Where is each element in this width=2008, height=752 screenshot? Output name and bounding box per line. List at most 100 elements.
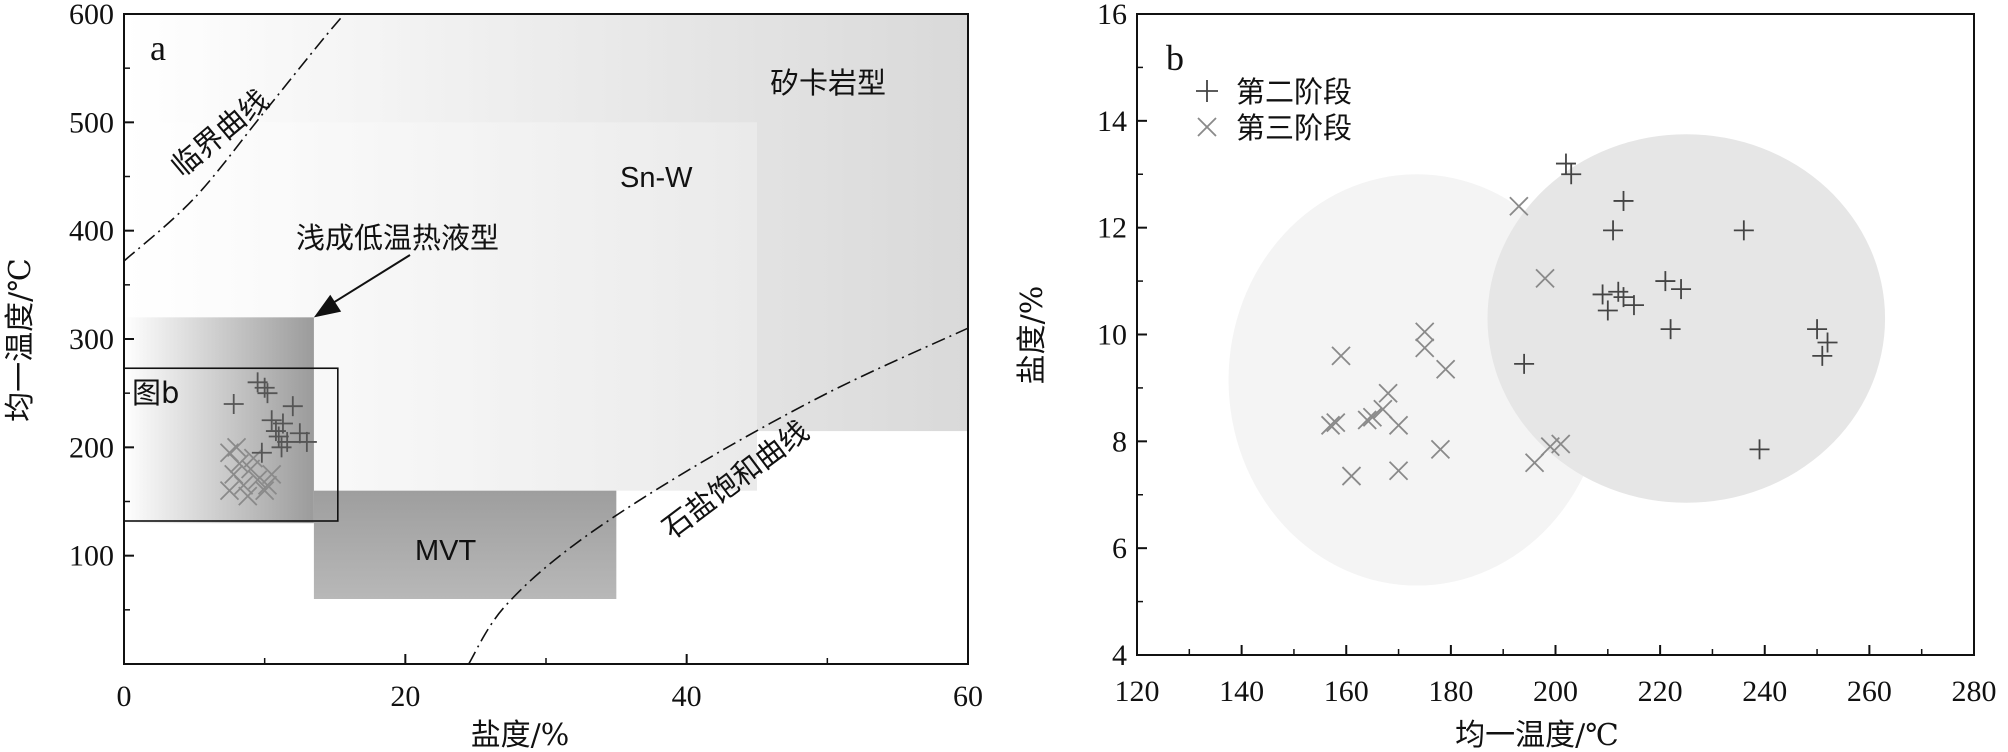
panel-a-plus-point-6 (268, 426, 289, 447)
panel-b-plus-point-14 (1817, 332, 1838, 353)
panel-a-y-tick-label: 400 (69, 215, 114, 248)
panel-a-plus-point-9 (282, 396, 303, 417)
panel-b-x-tick-label: 140 (1219, 675, 1264, 708)
panel-b-y-tick-label: 16 (1097, 0, 1127, 31)
panel-a-cross-point-11 (257, 475, 278, 495)
panel-b-cross-point-12 (1320, 415, 1341, 435)
halite-saturation-curve (467, 327, 968, 664)
panel-a-plus-point-8 (277, 431, 298, 452)
panel-b-plus-point-16 (1514, 353, 1535, 374)
panel-b-cross-point-4 (1331, 346, 1351, 366)
panel-a-y-tick-label: 100 (69, 540, 114, 573)
panel-a-plus-point-3 (257, 383, 278, 404)
label-skarn: 矽卡岩型 (770, 66, 886, 100)
panel-b-x-tick-label: 120 (1115, 675, 1160, 708)
panel-a-points (219, 372, 317, 506)
panel-b-cross-point-18 (1341, 466, 1362, 486)
legend-plus-marker (1196, 80, 1218, 102)
panel-b-cross-point-7 (1373, 399, 1393, 419)
panel-b-plus-point-3 (1603, 220, 1624, 241)
panel-b-cross-point-3 (1415, 338, 1435, 358)
panel-a-plus-point-0 (223, 394, 244, 414)
panel-b-cross-point-9 (1357, 410, 1377, 430)
panel-b-cross-point-15 (1551, 434, 1571, 454)
panel-b-y-tick-label: 6 (1112, 532, 1127, 565)
panel-b-cross-point-17 (1388, 461, 1409, 481)
panel-b-x-tick-label: 260 (1847, 675, 1892, 708)
panel-a-cross-point-9 (238, 486, 258, 506)
legend-cross-marker (1197, 117, 1217, 137)
panel-b-x-tick-label: 200 (1533, 675, 1578, 708)
panel-b-cross-point-6 (1378, 383, 1398, 403)
panel-a-y-tick-label: 500 (69, 106, 114, 139)
panel-b-plus-point-0 (1555, 153, 1576, 174)
panel-a-plus-point-11 (296, 431, 317, 452)
label-mvt: MVT (415, 535, 477, 567)
panel-b-ticks: 120 140 160 180 200 220 240 260 280 4 6 8 10 12 14 16 (1097, 0, 1997, 708)
panel-b-x-tick-label: 220 (1638, 675, 1683, 708)
panel-b-plus-point-10 (1623, 295, 1644, 316)
panel-b-plus-point-6 (1671, 279, 1692, 300)
panel-b-ellipse-1 (1487, 134, 1886, 503)
panel-a-letter: a (150, 28, 166, 68)
legend-cross-icon (1197, 117, 1217, 137)
panel-b-x-tick-label: 160 (1324, 675, 1369, 708)
panel-a-plus-point-13 (271, 437, 292, 458)
panel-a-y-tick-label: 200 (69, 431, 114, 464)
panel-b-cross-point-11 (1326, 413, 1346, 433)
panel-a-cross-point-6 (247, 470, 268, 490)
panel-b-cross-point-1 (1535, 268, 1555, 289)
panel-b-cross-point-10 (1388, 415, 1409, 435)
panel-b-plus-point-7 (1592, 284, 1613, 305)
panel-b-y-tick-label: 8 (1112, 425, 1127, 458)
panel-b-cross-point-5 (1436, 359, 1456, 379)
region-mvt (313, 490, 617, 599)
label-inset: 图b (132, 376, 179, 410)
panel-a-x-tick-label: 60 (953, 680, 983, 713)
panel-a-cross-point-8 (262, 464, 282, 485)
region-epithermal (124, 317, 314, 524)
panel-a-cross-point-12 (219, 481, 240, 501)
panel-b-y-tick-label: 12 (1097, 212, 1127, 245)
panel-a-plus-point-4 (261, 410, 282, 431)
legend-plus-icon (1196, 80, 1218, 102)
panel-b-cross-point-2 (1415, 322, 1435, 342)
panel-b-y-tick-label: 4 (1112, 639, 1127, 672)
panel-b-plus-point-11 (1597, 300, 1618, 321)
legend-series-2: 第二阶段 (1236, 75, 1352, 109)
panel-b-plus-point-17 (1749, 439, 1770, 460)
panel-b: 120 140 160 180 200 220 240 260 280 4 6 8 10 12 14 16 b… (1015, 0, 1997, 752)
panel-a-x-tick-label: 40 (672, 680, 702, 713)
panel-a-y-tick-label: 600 (69, 0, 114, 31)
panel-a-plus-point-12 (251, 442, 272, 463)
panel-b-y-tick-label: 14 (1097, 105, 1127, 138)
panel-b-ellipses (1228, 134, 1886, 586)
arrow-line (325, 254, 411, 309)
legend-series-3: 第三阶段 (1236, 111, 1352, 145)
panel-b-plus-point-15 (1812, 345, 1833, 366)
panel-b-plus-point-4 (1733, 220, 1754, 241)
panel-b-x-tick-label: 180 (1428, 675, 1473, 708)
panel-a-cross-point-1 (226, 437, 247, 457)
panel-b-x-tick-label: 240 (1742, 675, 1787, 708)
panel-b-plus-point-12 (1660, 319, 1681, 340)
panel-a-x-tick-label: 0 (117, 680, 132, 713)
panel-a-plus-point-2 (254, 377, 275, 398)
panel-b-x-axis-title: 均一温度/℃ (1455, 718, 1619, 752)
panel-a-cross-point-5 (240, 459, 261, 479)
panel-b-cross-point-13 (1430, 439, 1451, 459)
panel-a-y-axis-title: 均一温度/℃ (3, 258, 38, 422)
critical-curve (124, 14, 346, 262)
panel-b-y-axis-title: 盐度/% (1015, 286, 1050, 385)
panel-b-plus-point-8 (1608, 281, 1629, 302)
panel-a-x-tick-label: 20 (390, 680, 420, 713)
panel-a-plus-point-7 (272, 413, 293, 434)
panel-b-cross-point-8 (1362, 407, 1383, 427)
panel-b-x-tick-label: 280 (1952, 675, 1997, 708)
panel-b-plus-point-1 (1561, 164, 1582, 185)
panel-b-plus-point-13 (1807, 319, 1828, 340)
panel-b-cross-point-16 (1524, 453, 1545, 473)
panel-a-cross-point-4 (233, 475, 254, 495)
